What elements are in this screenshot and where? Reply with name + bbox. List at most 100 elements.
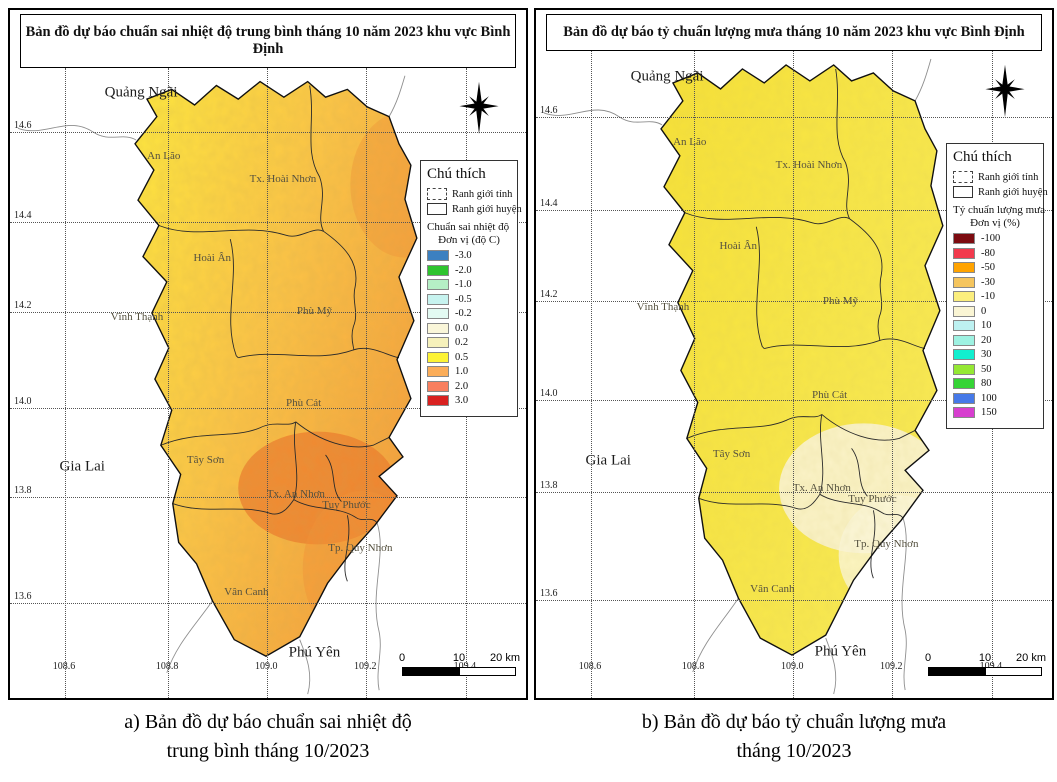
color-swatch xyxy=(427,308,449,319)
region-label: Phù Mỹ xyxy=(296,305,333,318)
compass-rose-icon xyxy=(985,64,1025,117)
legend-color-row: 20 xyxy=(953,334,1037,346)
color-swatch xyxy=(953,276,975,288)
lon-gridline: 108.6 xyxy=(579,51,601,698)
province-map-svg xyxy=(543,58,944,695)
lon-tick-label: 109.0 xyxy=(254,661,278,672)
color-swatch xyxy=(953,363,975,375)
scale-bar-graphic xyxy=(928,667,1042,676)
legend-color-row: 0.2 xyxy=(427,337,511,348)
color-value: -0.2 xyxy=(455,308,472,319)
north-star-shape xyxy=(459,81,499,134)
lat-gridline: 14.6 xyxy=(536,105,1052,118)
color-swatch xyxy=(953,407,975,418)
color-value: 80 xyxy=(981,378,992,389)
color-swatch xyxy=(953,262,975,273)
rainfall-map-panel: Bản đồ dự báo tỷ chuẩn lượng mưa tháng 1… xyxy=(534,8,1054,700)
region-label: Phú Yên xyxy=(288,644,341,661)
color-swatch xyxy=(427,293,449,305)
lat-tick-label: 13.8 xyxy=(540,479,558,491)
region-label: Hoài Ân xyxy=(719,240,758,253)
region-label: Tp. Quy Nhơn xyxy=(328,542,393,555)
region-label: Vân Canh xyxy=(750,583,795,596)
legend-title: Chú thích xyxy=(953,149,1012,165)
lon-tick-label: 108.8 xyxy=(681,661,705,672)
north-star-shape xyxy=(985,64,1025,117)
region-label: Gia Lai xyxy=(59,458,105,475)
province-outline xyxy=(660,64,944,656)
lon-tick-label: 109.4 xyxy=(454,661,477,672)
lon-gridline: 109.0 xyxy=(255,68,277,698)
region-label: Phù Cát xyxy=(286,397,322,410)
legend-color-row: 1.0 xyxy=(427,366,511,377)
boundary-swatch xyxy=(953,186,973,198)
color-value: -1.0 xyxy=(455,279,472,290)
color-value: -0.5 xyxy=(455,293,472,305)
terrain-texture xyxy=(135,81,417,657)
lat-tick-label: 14.4 xyxy=(540,197,558,209)
boundary-swatch xyxy=(953,171,973,183)
legend-color-row: 2.0 xyxy=(427,380,511,392)
color-value: 0.0 xyxy=(455,322,469,334)
color-swatch xyxy=(427,337,449,348)
caption-a-line2: trung bình tháng 10/2023 xyxy=(166,740,370,762)
caption-b: b) Bản đồ dự báo tỷ chuẩn lượng mưa thán… xyxy=(534,708,1054,766)
region-label: Quảng Ngãi xyxy=(104,84,178,101)
color-swatch xyxy=(427,279,449,290)
lat-gridline: 14.6 xyxy=(10,120,526,134)
legend-scale-title: Tỷ chuẩn lượng mưa xyxy=(953,204,1045,216)
lat-gridline: 14.4 xyxy=(536,198,1052,211)
region-label: Hoài Ân xyxy=(193,252,232,265)
legend-color-row: -100 xyxy=(953,233,1037,244)
lat-tick-label: 14.6 xyxy=(14,120,32,132)
color-swatch xyxy=(953,320,975,331)
lon-tick-label: 108.8 xyxy=(155,661,179,672)
neighbor-boundaries xyxy=(543,58,932,695)
boundary-swatch xyxy=(427,203,447,215)
legend-color-row: -0.2 xyxy=(427,308,511,319)
region-label: Tx. Hoài Nhơn xyxy=(249,172,317,185)
district-boundaries xyxy=(684,68,926,579)
lat-gridline: 13.6 xyxy=(10,591,526,604)
scale-twenty-label: 20 km xyxy=(490,652,520,664)
legend-color-row: 100 xyxy=(953,392,1037,404)
lon-gridline: 109.2 xyxy=(354,68,377,698)
color-value: 1.0 xyxy=(455,366,469,377)
color-value: 0.5 xyxy=(455,351,469,363)
caption-a-line1: a) Bản đồ dự báo chuẩn sai nhiệt độ xyxy=(124,711,412,733)
legend-color-row: 30 xyxy=(953,349,1037,360)
region-label: Tây Sơn xyxy=(186,454,225,467)
lat-gridline: 14.0 xyxy=(536,388,1052,402)
legend-boundary-row: Ranh giới tỉnh xyxy=(953,171,1039,183)
lon-gridline: 108.8 xyxy=(682,51,704,698)
map-legend: Chú thích Ranh giới tỉnh Ranh giới huyện… xyxy=(420,160,522,417)
legend-color-row: 50 xyxy=(953,363,1037,375)
legend-color-row: -2.0 xyxy=(427,264,511,276)
district-boundaries xyxy=(158,85,400,582)
region-label: Tuy Phước xyxy=(848,493,897,506)
color-value: 0 xyxy=(981,305,987,317)
scale-bar-labels: 0 10 20 km xyxy=(925,652,1046,667)
lon-gridline: 108.6 xyxy=(53,68,75,698)
boundary-label: Ranh giới tỉnh xyxy=(978,171,1039,183)
lat-tick-label: 14.0 xyxy=(540,388,558,400)
region-label: Quảng Ngãi xyxy=(630,68,704,85)
color-swatch xyxy=(953,247,975,259)
color-value: -10 xyxy=(981,291,995,302)
caption-a: a) Bản đồ dự báo chuẩn sai nhiệt độ trun… xyxy=(8,708,528,766)
color-swatch xyxy=(427,351,449,363)
caption-b-line2: tháng 10/2023 xyxy=(736,740,852,762)
lat-gridline: 14.2 xyxy=(10,300,526,313)
color-swatch xyxy=(953,378,975,389)
region-label: Vân Canh xyxy=(224,586,269,599)
color-value: 0.2 xyxy=(455,337,469,348)
lat-gridline: 13.6 xyxy=(536,588,1052,602)
lon-gridline: 109.2 xyxy=(880,51,903,698)
scale-bar-black-segment xyxy=(403,668,459,675)
legend-color-row: 80 xyxy=(953,378,1037,389)
legend-boundary-row: Ranh giới huyện xyxy=(953,186,1048,198)
region-label: Phù Cát xyxy=(812,389,848,402)
boundary-swatch xyxy=(427,188,447,200)
color-value: 50 xyxy=(981,363,992,375)
scale-zero-label: 0 xyxy=(399,652,406,664)
